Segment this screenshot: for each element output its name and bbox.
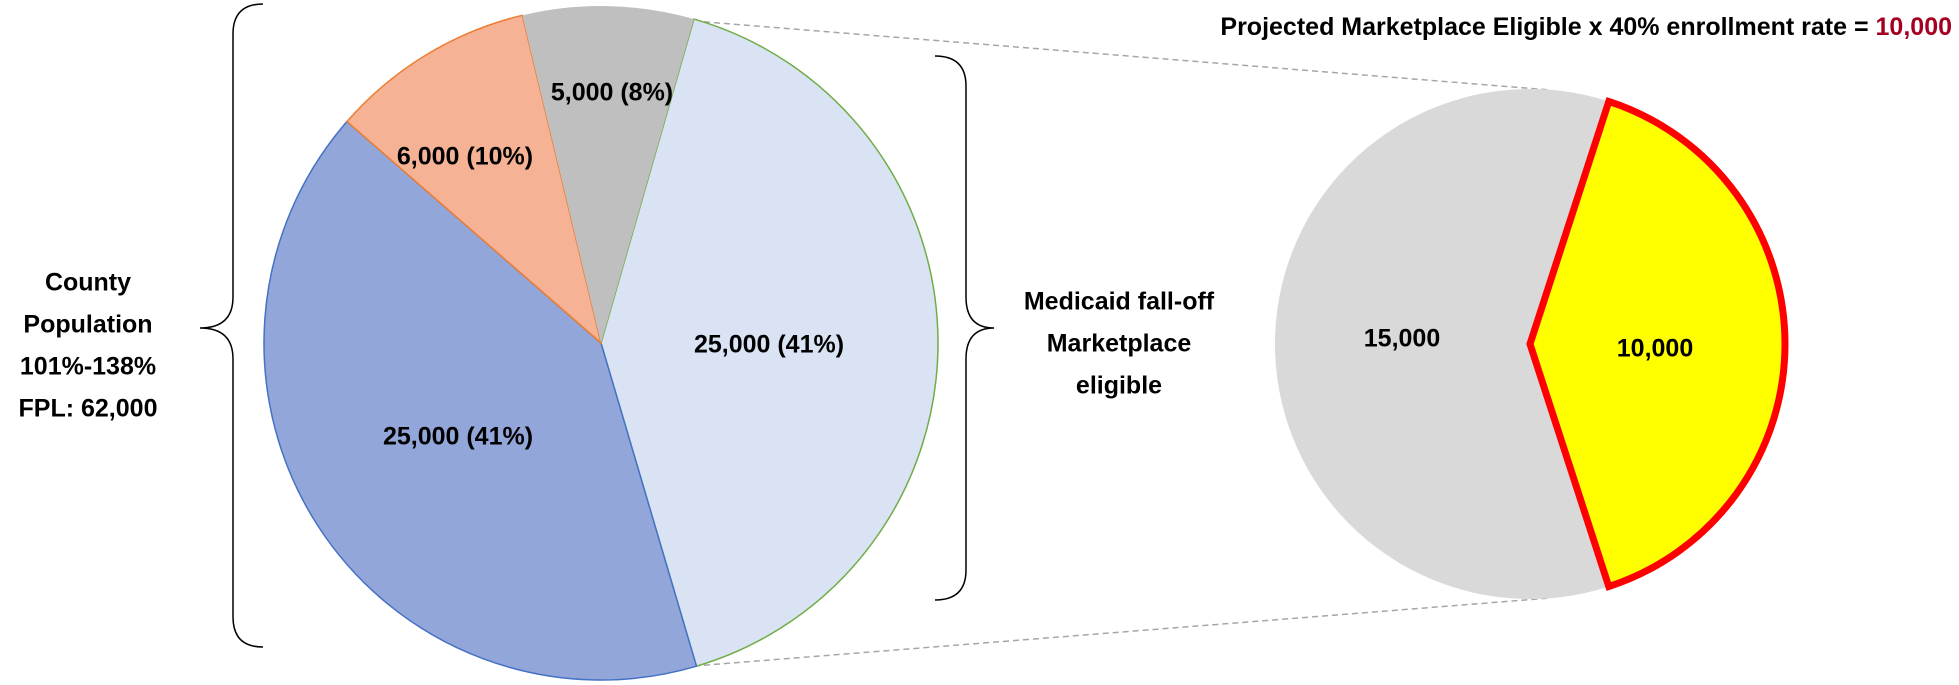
pie-slice <box>1526 97 1789 591</box>
annotation: County <box>45 269 131 297</box>
chart-title: Projected Marketplace Eligible x 40% enr… <box>1220 13 1952 41</box>
pie-slice <box>522 6 694 344</box>
slice-group <box>1275 88 1609 599</box>
bracket <box>199 3 264 648</box>
slice-group <box>1526 97 1789 591</box>
data-label: 6,000 (10%) <box>397 143 533 171</box>
annotation: Population <box>23 311 152 339</box>
annotation: 101%-138% <box>20 353 156 381</box>
pie-slice <box>1275 88 1609 599</box>
annotation: Medicaid fall-off <box>1024 288 1215 316</box>
connector-line <box>693 20 1551 91</box>
connector-line <box>693 597 1551 667</box>
annotation: eligible <box>1076 372 1162 400</box>
slice-group <box>522 6 694 344</box>
pie-slice <box>345 14 603 346</box>
annotation: Marketplace <box>1047 330 1192 358</box>
data-label: 5,000 (8%) <box>551 79 673 107</box>
pie-slice <box>600 18 939 668</box>
data-label: 15,000 <box>1364 325 1440 353</box>
data-label: 25,000 (41%) <box>694 331 844 359</box>
title-value: 10,000 <box>1876 13 1952 41</box>
slice-group <box>600 18 939 668</box>
data-label: 10,000 <box>1617 335 1693 363</box>
slice-group <box>263 120 698 681</box>
title-text: Projected Marketplace Eligible x 40% enr… <box>1220 13 1875 41</box>
bracket <box>934 55 995 601</box>
annotation: FPL: 62,000 <box>19 395 158 423</box>
pie-slice <box>263 120 698 681</box>
slice-group <box>345 14 603 346</box>
data-label: 25,000 (41%) <box>383 423 533 451</box>
